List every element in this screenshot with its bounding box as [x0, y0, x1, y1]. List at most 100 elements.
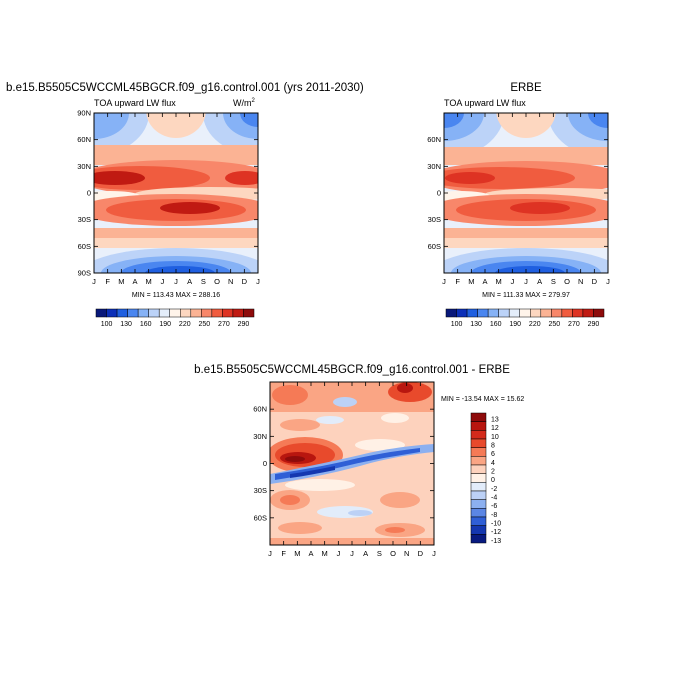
x-tick-label: J [510, 277, 514, 286]
y-tick-label: 30N [77, 162, 91, 171]
colorbar-label: -6 [491, 503, 497, 510]
x-tick-label: O [390, 549, 396, 558]
x-tick-label: O [214, 277, 220, 286]
x-tick-label: M [322, 549, 328, 558]
x-tick-label: D [242, 277, 248, 286]
colorbar-swatch [477, 308, 489, 318]
y-tick-label: 30N [253, 432, 267, 441]
x-tick-label: D [592, 277, 598, 286]
colorbar-swatch [148, 308, 160, 318]
panel-erbe-field [444, 113, 608, 273]
y-tick-label: 90S [78, 269, 91, 278]
x-tick-label: J [336, 549, 340, 558]
panel-erbe-title: ERBE [510, 82, 542, 94]
colorbar-swatch [519, 308, 531, 318]
x-tick-label: J [92, 277, 96, 286]
y-tick-label: 60S [428, 242, 441, 251]
x-tick-label: F [105, 277, 110, 286]
colorbar-swatch [470, 412, 487, 422]
colorbar-swatch [158, 308, 170, 318]
colorbar-swatch [508, 308, 520, 318]
x-tick-label: M [496, 277, 502, 286]
colorbar-label: 220 [179, 321, 191, 328]
x-tick-label: S [551, 277, 556, 286]
colorbar-label: 190 [159, 321, 171, 328]
panel-erbe-subtitle: TOA upward LW flux [444, 98, 526, 108]
colorbar-label: 10 [491, 434, 499, 441]
colorbar-swatch [530, 308, 542, 318]
colorbar-label: 12 [491, 425, 499, 432]
x-tick-label: M [468, 277, 474, 286]
colorbar-swatch [470, 430, 487, 440]
colorbar-swatch [582, 308, 594, 318]
x-tick-label: A [363, 549, 368, 558]
colorbar-swatch [95, 308, 107, 318]
panel-diff-minmax: MIN = -13.54 MAX = 15.62 [441, 396, 524, 403]
colorbar-swatch [470, 421, 487, 431]
y-tick-label: 0 [263, 459, 267, 468]
x-tick-label: J [268, 549, 272, 558]
x-tick-label: D [418, 549, 424, 558]
colorbar-label: 160 [140, 321, 152, 328]
panel-diff: b.e15.B5505C5WCCML45BGCR.f09_g16.control… [194, 364, 524, 558]
x-tick-label: O [564, 277, 570, 286]
colorbar-swatch [180, 308, 192, 318]
x-tick-label: A [187, 277, 192, 286]
panel-diff-field [270, 382, 434, 545]
colorbar-swatch [498, 308, 510, 318]
colorbar-swatch [106, 308, 118, 318]
panel-model-minmax: MIN = 113.43 MAX = 288.16 [132, 292, 220, 299]
y-tick-label: 30S [78, 215, 91, 224]
x-tick-label: S [377, 549, 382, 558]
colorbar-swatch [470, 508, 487, 518]
colorbar-swatch [470, 482, 487, 492]
x-tick-label: A [308, 549, 313, 558]
colorbar-swatch [470, 456, 487, 466]
colorbar-swatch [470, 464, 487, 474]
colorbar-swatch [116, 308, 128, 318]
x-tick-label: S [201, 277, 206, 286]
colorbar-swatch [445, 308, 457, 318]
colorbar-swatch [211, 308, 223, 318]
panel-model-field [94, 113, 258, 273]
colorbar-label: 4 [491, 460, 495, 467]
y-tick-label: 30N [427, 162, 441, 171]
colorbar-label: -2 [491, 486, 497, 493]
colorbar-swatch [201, 308, 213, 318]
colorbar-swatch [487, 308, 499, 318]
colorbar-label: -8 [491, 512, 497, 519]
colorbar-label: 130 [120, 321, 132, 328]
x-tick-label: J [160, 277, 164, 286]
colorbar-swatch [470, 534, 487, 544]
panel-diff-title: b.e15.B5505C5WCCML45BGCR.f09_g16.control… [194, 364, 510, 376]
x-tick-label: J [256, 277, 260, 286]
x-tick-label: A [132, 277, 137, 286]
colorbar-swatch [232, 308, 244, 318]
x-tick-label: A [482, 277, 487, 286]
panel-erbe: ERBE TOA upward LW flux [427, 82, 610, 328]
colorbar-swatch [169, 308, 181, 318]
colorbar-swatch [470, 516, 487, 526]
x-tick-label: N [228, 277, 233, 286]
colorbar-label: 290 [238, 321, 250, 328]
colorbar-swatch [561, 308, 573, 318]
colorbar-label: 270 [568, 321, 580, 328]
y-tick-label: 30S [254, 486, 267, 495]
panel-model-units: W/m2 [233, 98, 256, 108]
x-tick-label: N [578, 277, 583, 286]
colorbar-label: -12 [491, 529, 501, 536]
units-superscript: 2 [252, 98, 256, 104]
x-tick-label: J [174, 277, 178, 286]
colorbar-label: -13 [491, 538, 501, 545]
colorbar-swatch [551, 308, 563, 318]
colorbar-swatch [572, 308, 584, 318]
x-tick-label: N [404, 549, 409, 558]
colorbar-swatch [456, 308, 468, 318]
colorbar-label: 250 [198, 321, 210, 328]
panel-erbe-minmax: MIN = 111.33 MAX = 279.97 [482, 292, 570, 299]
colorbar-swatch [466, 308, 478, 318]
colorbar-swatch [540, 308, 552, 318]
x-tick-label: M [294, 549, 300, 558]
